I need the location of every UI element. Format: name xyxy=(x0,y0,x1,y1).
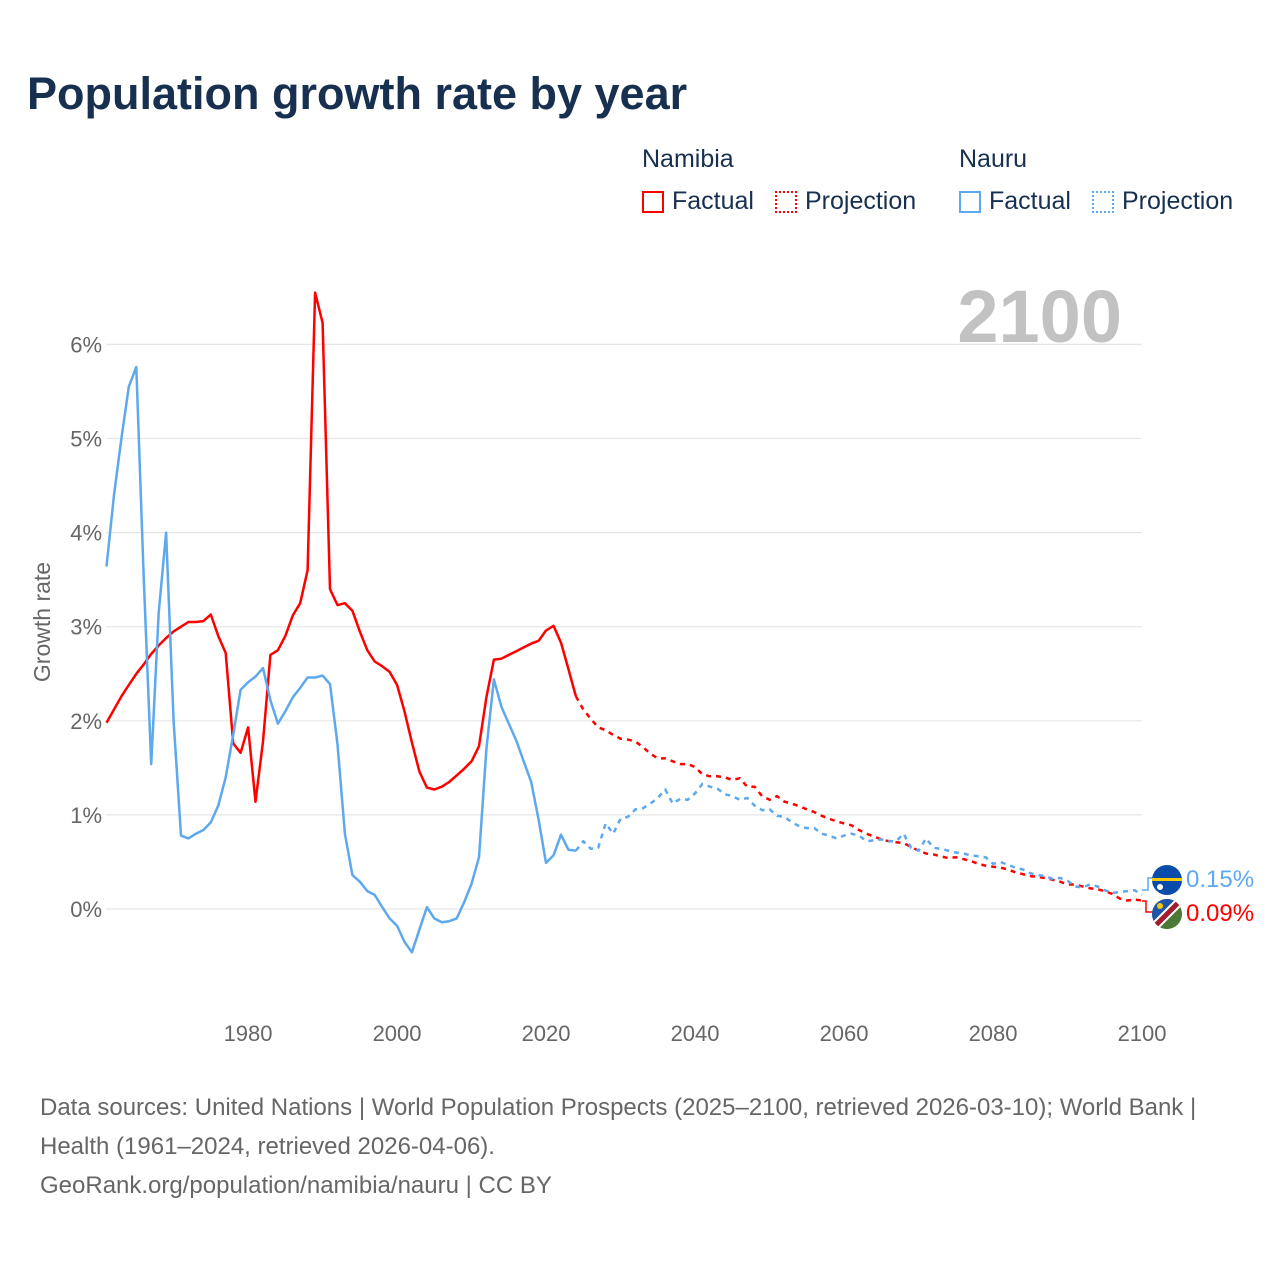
legend-country-nauru: Nauru xyxy=(959,145,1028,173)
dotted-swatch-icon xyxy=(775,190,797,213)
dotted-swatch-icon xyxy=(1092,190,1114,213)
legend-nauru-projection[interactable]: Projection xyxy=(1092,187,1233,216)
legend-nauru: Nauru Factual Projection xyxy=(959,145,1259,225)
chart-title: Population growth rate by year xyxy=(27,68,688,119)
attribution: GeoRank.org/population/namibia/nauru | C… xyxy=(40,1172,552,1199)
namibia-projection-line xyxy=(574,695,1143,902)
y-tick-label: 5% xyxy=(70,427,102,452)
legend-label: Factual xyxy=(672,187,754,215)
legend-namibia-factual[interactable]: Factual xyxy=(642,187,754,216)
nauru-connector xyxy=(1142,877,1153,891)
y-tick-label: 6% xyxy=(70,332,102,357)
x-tick-label: 1980 xyxy=(224,1021,273,1046)
nauru-factual-line xyxy=(105,365,577,954)
y-axis-title: Growth rate xyxy=(29,562,55,682)
x-tick-label: 2100 xyxy=(1118,1021,1167,1046)
y-tick-label: 1% xyxy=(70,803,102,828)
legend-namibia: Namibia Factual Projection xyxy=(642,145,942,225)
chart-area: 0% 1% 2% 3% 4% 5% 6% 1980 2000 2020 2040 2060 2080 21… xyxy=(29,275,1254,1046)
year-watermark: 2100 xyxy=(957,275,1122,358)
x-tick-label: 2060 xyxy=(820,1021,869,1046)
end-markers: 0.15% 0.09% xyxy=(1142,865,1254,929)
namibia-end-value: 0.09% xyxy=(1186,900,1254,927)
legend-country-namibia: Namibia xyxy=(642,145,734,173)
footer: Data sources: United Nations | World Pop… xyxy=(40,1088,1240,1205)
namibia-factual-line xyxy=(105,291,578,803)
x-tick-label: 2000 xyxy=(373,1021,422,1046)
legend-namibia-projection[interactable]: Projection xyxy=(775,187,916,216)
x-tick-label: 2040 xyxy=(671,1021,720,1046)
nauru-projection-line xyxy=(574,782,1143,896)
legend-label: Factual xyxy=(989,187,1071,215)
solid-swatch-icon xyxy=(959,190,981,213)
legend-nauru-factual[interactable]: Factual xyxy=(959,187,1071,216)
y-tick-label: 2% xyxy=(70,709,102,734)
y-tick-label: 4% xyxy=(70,521,102,546)
nauru-end-value: 0.15% xyxy=(1186,866,1254,893)
namibia-flag-icon xyxy=(1152,899,1182,929)
data-sources: Data sources: United Nations | World Pop… xyxy=(40,1094,1197,1160)
y-tick-label: 0% xyxy=(70,897,102,922)
namibia-connector xyxy=(1142,900,1153,913)
legend-label: Projection xyxy=(805,187,917,215)
x-tick-label: 2020 xyxy=(522,1021,571,1046)
y-tick-label: 3% xyxy=(70,615,102,640)
legend-label: Projection xyxy=(1122,187,1234,215)
solid-swatch-icon xyxy=(642,190,664,213)
x-tick-label: 2080 xyxy=(969,1021,1018,1046)
nauru-flag-icon xyxy=(1152,865,1182,895)
